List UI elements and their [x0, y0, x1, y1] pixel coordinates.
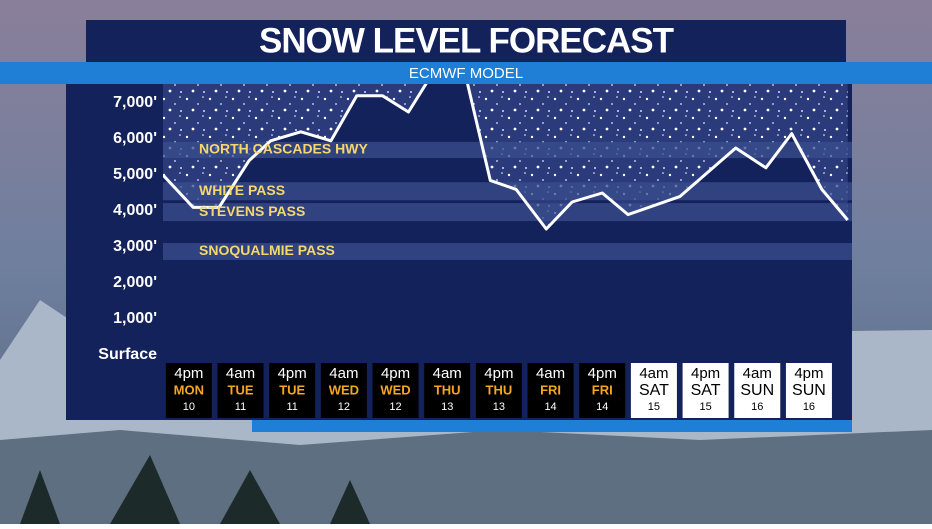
footer-band — [252, 420, 852, 432]
chart-title: SNOW LEVEL FORECAST — [259, 21, 674, 60]
x-tick-box — [165, 363, 212, 418]
x-tick-day: THU — [486, 382, 513, 397]
plot-area — [163, 84, 852, 260]
band-label: SNOQUALMIE PASS — [199, 242, 335, 258]
x-tick-day: TUE — [279, 382, 305, 397]
x-tick-time: 4am — [329, 365, 358, 382]
elevation-band — [163, 243, 852, 260]
y-tick-label: 1,000' — [113, 310, 157, 327]
x-tick-box — [630, 363, 677, 418]
x-tick-date: 14 — [596, 401, 608, 413]
x-tick-date: 16 — [751, 401, 763, 413]
x-tick-time: 4pm — [794, 365, 823, 382]
x-tick-date: 11 — [235, 401, 246, 413]
x-tick-time: 4pm — [174, 365, 203, 382]
x-tick-day: SAT — [691, 382, 721, 399]
x-tick-box — [269, 363, 316, 418]
chart-subtitle: ECMWF MODEL — [409, 65, 523, 82]
band-label: NORTH CASCADES HWY — [199, 141, 368, 157]
y-tick-label: 3,000' — [113, 238, 157, 255]
x-tick-day: FRI — [592, 382, 613, 397]
y-tick-label: 5,000' — [113, 166, 157, 183]
x-tick-time: 4am — [433, 365, 462, 382]
x-tick-box — [579, 363, 626, 418]
x-tick-day: WED — [380, 382, 410, 397]
x-tick-date: 12 — [338, 401, 350, 413]
x-tick-time: 4am — [536, 365, 565, 382]
x-tick-time: 4pm — [381, 365, 410, 382]
x-tick-date: 12 — [389, 401, 401, 413]
trees — [20, 455, 370, 524]
x-tick-time: 4pm — [691, 365, 720, 382]
x-tick-date: 10 — [183, 401, 195, 413]
x-tick-day: WED — [329, 382, 359, 397]
x-tick-day: MON — [174, 382, 204, 397]
x-tick-day: FRI — [540, 382, 561, 397]
x-tick-time: 4pm — [278, 365, 307, 382]
x-tick-box — [527, 363, 574, 418]
x-tick-box — [424, 363, 471, 418]
x-tick-date: 15 — [699, 401, 711, 413]
x-tick-date: 13 — [441, 401, 453, 413]
x-tick-day: SUN — [792, 382, 826, 399]
x-tick-time: 4pm — [484, 365, 513, 382]
elevation-band — [163, 203, 852, 222]
y-tick-label: 4,000' — [113, 202, 157, 219]
title-box — [86, 20, 846, 62]
snow-level-line — [163, 84, 849, 231]
x-tick-box — [734, 363, 781, 418]
x-tick-day: SAT — [639, 382, 669, 399]
y-tick-label: 7,000' — [113, 94, 157, 111]
y-tick-label: Surface — [98, 346, 157, 363]
x-tick-date: 11 — [286, 401, 297, 413]
x-tick-box — [217, 363, 264, 418]
x-tick-time: 4am — [639, 365, 668, 382]
subtitle-band — [0, 62, 932, 84]
x-tick-day: SUN — [740, 382, 774, 399]
band-label: STEVENS PASS — [199, 203, 305, 219]
y-tick-label: 6,000' — [113, 130, 157, 147]
x-tick-date: 13 — [493, 401, 505, 413]
x-tick-time: 4pm — [588, 365, 617, 382]
y-tick-label: 2,000' — [113, 274, 157, 291]
ridge — [0, 430, 932, 524]
x-tick-box — [682, 363, 729, 418]
x-tick-box — [372, 363, 419, 418]
x-tick-box — [320, 363, 367, 418]
elevation-band — [163, 141, 852, 159]
x-tick-date: 15 — [648, 401, 660, 413]
band-label: WHITE PASS — [199, 182, 285, 198]
x-tick-day: THU — [434, 382, 461, 397]
x-tick-box — [475, 363, 522, 418]
x-tick-time: 4am — [226, 365, 255, 382]
x-tick-time: 4am — [743, 365, 772, 382]
x-tick-day: TUE — [228, 382, 254, 397]
x-tick-date: 14 — [544, 401, 556, 413]
x-tick-box — [785, 363, 832, 418]
x-tick-date: 16 — [803, 401, 815, 413]
